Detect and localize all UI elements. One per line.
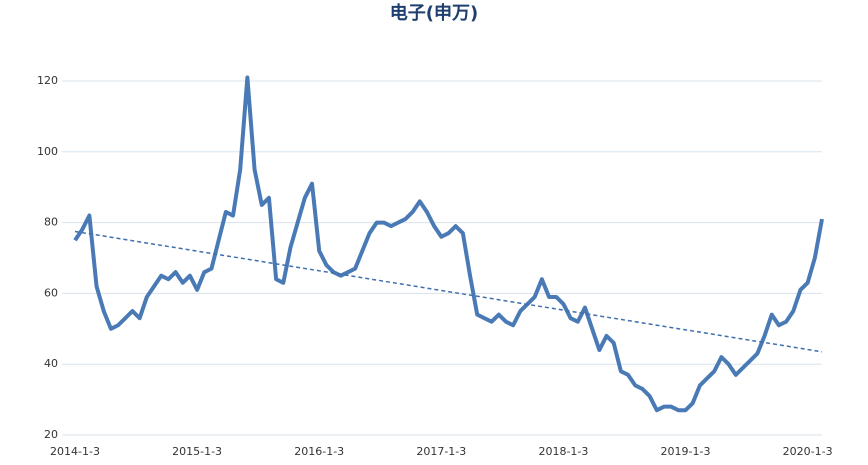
x-tick-label: 2016-1-3 <box>294 445 344 458</box>
y-tick-label: 40 <box>44 357 58 370</box>
y-tick-label: 100 <box>37 145 58 158</box>
price-line <box>73 75 824 413</box>
y-tick-label: 120 <box>37 74 58 87</box>
trend-line <box>74 230 823 353</box>
x-tick-label: 2014-1-3 <box>50 445 100 458</box>
y-tick-label: 20 <box>44 428 58 441</box>
y-tick-label: 60 <box>44 286 58 299</box>
y-tick-label: 80 <box>44 216 58 229</box>
x-tick-label: 2020-1-3 <box>783 445 833 458</box>
x-tick-label: 2018-1-3 <box>538 445 588 458</box>
x-tick-label: 2015-1-3 <box>172 445 222 458</box>
x-tick-label: 2019-1-3 <box>661 445 711 458</box>
chart-title: 电子(申万) <box>390 2 478 24</box>
x-tick-label: 2017-1-3 <box>416 445 466 458</box>
